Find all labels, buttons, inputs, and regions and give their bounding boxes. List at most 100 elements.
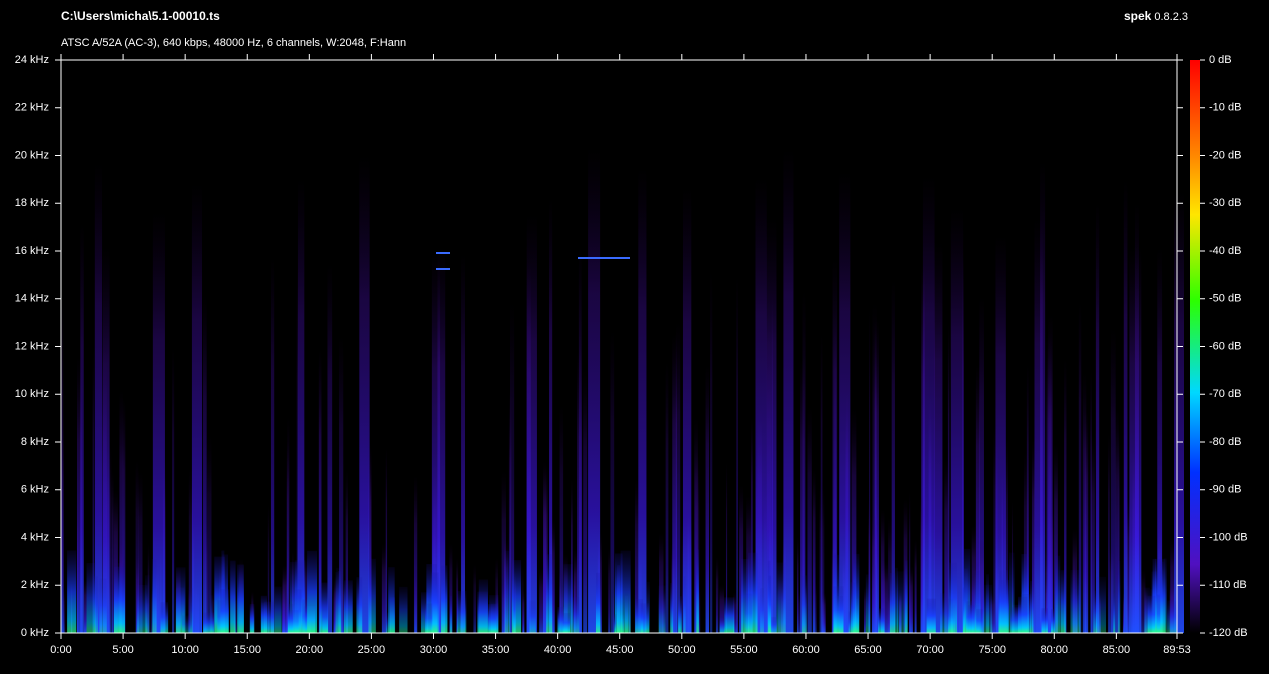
spectrum-streak <box>1126 497 1131 633</box>
spectrum-low <box>678 596 682 633</box>
spectrum-low <box>683 576 686 633</box>
spectrum-low <box>425 603 433 633</box>
spectrum-streak <box>638 168 647 633</box>
spectrum-low <box>176 567 186 633</box>
spectrum-streak <box>1118 428 1120 633</box>
spectrum-low <box>1167 600 1177 633</box>
spectrum-streak <box>725 462 728 633</box>
spectrum-streak <box>922 175 935 633</box>
spectrum-low <box>966 601 974 633</box>
spectrum-low <box>776 562 786 633</box>
spectrogram <box>61 147 1184 634</box>
spectrum-low <box>399 586 408 633</box>
level-label: -120 dB <box>1209 627 1248 639</box>
spectrum-streak <box>979 538 984 633</box>
spectrum-low <box>487 604 497 633</box>
level-label: 0 dB <box>1209 54 1232 66</box>
spectrum-low <box>230 560 236 633</box>
spectrum-low <box>287 603 294 633</box>
spectrum-streak <box>755 177 767 634</box>
time-label: 70:00 <box>916 644 944 656</box>
spectrum-streak <box>1078 301 1082 633</box>
spectrum-low <box>557 606 568 633</box>
spectrum-low <box>1021 554 1029 633</box>
spectrum-streak <box>1049 492 1052 633</box>
spectrum-streak <box>1084 411 1089 633</box>
level-label: -30 dB <box>1209 197 1241 209</box>
spectrum-low <box>1113 592 1116 633</box>
spectrum-streak <box>588 147 601 634</box>
spectrum-streak <box>150 590 152 633</box>
time-label: 65:00 <box>854 644 882 656</box>
spectrum-streak <box>659 532 664 633</box>
spectrum-streak <box>1095 202 1100 633</box>
spectrum-low <box>343 580 353 633</box>
spectrum-streak <box>815 582 817 633</box>
app-version: 0.8.2.3 <box>1154 11 1188 23</box>
spectrum-streak <box>473 564 476 633</box>
spectrum-streak <box>1090 368 1092 633</box>
spectrum-low <box>160 602 169 633</box>
time-label: 20:00 <box>296 644 324 656</box>
spectrum-streak <box>872 301 877 633</box>
spectrum-low <box>151 559 157 633</box>
spectrum-streak <box>549 199 553 633</box>
spectrum-low <box>635 599 644 633</box>
frequency-label: 8 kHz <box>21 436 49 448</box>
spectrum-streak <box>83 579 87 633</box>
spectrum-low <box>852 553 860 633</box>
spectrum-low <box>1160 561 1164 633</box>
spectrum-low <box>905 560 908 633</box>
spectrum-low <box>620 550 631 633</box>
spectrum-streak <box>206 434 212 633</box>
frequency-label: 4 kHz <box>21 531 49 543</box>
spectrum-streak <box>868 497 871 633</box>
spectrum-streak <box>1157 248 1163 633</box>
spectrum-streak <box>119 390 124 633</box>
spectrum-low <box>136 584 148 633</box>
spectrum-streak <box>135 460 139 633</box>
spectrum-streak <box>286 441 289 633</box>
spectrum-streak <box>839 171 851 633</box>
spectrum-low <box>1117 560 1121 633</box>
spectrum-streak <box>909 566 913 633</box>
spectrum-streak <box>385 447 388 633</box>
spectrum-streak <box>122 399 126 633</box>
time-label: 25:00 <box>358 644 386 656</box>
spectrum-low <box>894 567 899 633</box>
spectrum-streak <box>950 208 964 633</box>
spectrum-low <box>322 600 328 633</box>
spectrum-streak <box>212 589 215 633</box>
spectrum-streak <box>512 463 514 633</box>
spectrum-streak <box>719 585 724 633</box>
spectrum-streak <box>539 568 544 633</box>
spectrum-streak <box>1115 409 1119 633</box>
spectrum-streak <box>832 258 838 633</box>
spectrum-streak <box>881 509 885 633</box>
level-label: -40 dB <box>1209 245 1241 257</box>
spectrum-low <box>182 615 192 633</box>
spectrum-streak <box>914 539 917 633</box>
spectrum-low <box>658 585 666 633</box>
time-label: 89:53 <box>1163 644 1191 656</box>
spectrum-streak <box>296 266 299 633</box>
spectrum-streak <box>152 212 165 634</box>
spectrum-streak <box>798 590 801 633</box>
spectrum-streak <box>1045 545 1048 633</box>
spectrum-streak <box>526 214 537 634</box>
spectrum-low <box>264 601 275 633</box>
spectrum-streak <box>571 479 573 633</box>
frequency-label: 18 kHz <box>15 197 49 209</box>
spectrum-low <box>974 570 981 633</box>
spectrum-low <box>529 600 536 633</box>
spectrum-streak <box>751 417 753 633</box>
spectrum-streak <box>1031 439 1035 633</box>
spectrum-low <box>249 604 255 633</box>
spectrum-streak <box>864 587 866 633</box>
level-label: -60 dB <box>1209 340 1241 352</box>
time-label: 15:00 <box>233 644 261 656</box>
spectrum-low <box>865 574 871 633</box>
spectrum-streak <box>909 492 911 633</box>
spectrum-streak <box>934 242 943 633</box>
spectrum-streak <box>267 503 270 633</box>
